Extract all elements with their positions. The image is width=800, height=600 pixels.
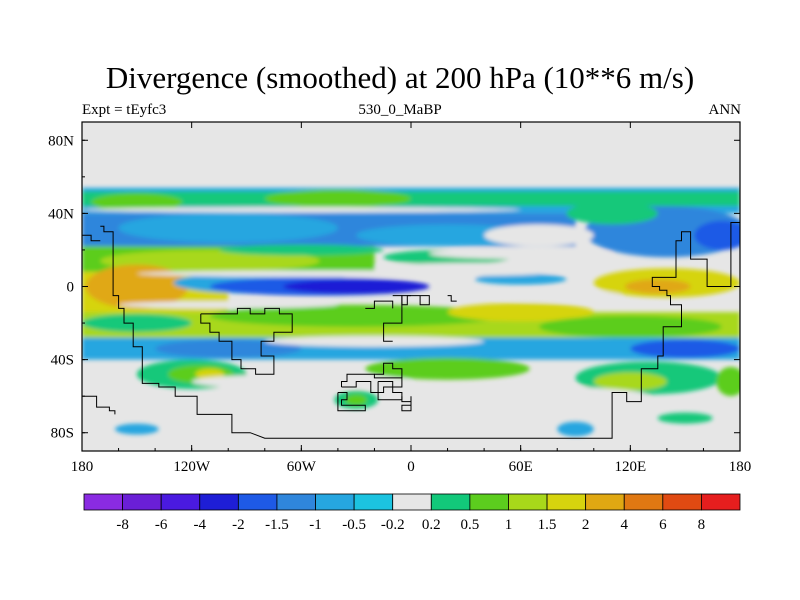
coastline <box>200 307 293 375</box>
colorbar-label: 0.5 <box>461 517 480 533</box>
colorbar-swatch <box>546 493 587 511</box>
contour-field <box>82 187 740 437</box>
y-tick-label: 0 <box>67 280 75 296</box>
contour-band <box>82 313 192 333</box>
colorbar-swatch <box>199 493 239 511</box>
colorbar-swatch <box>83 493 123 511</box>
colorbar-label: -6 <box>155 517 168 533</box>
colorbar-swatch <box>276 493 316 511</box>
y-tick-label: 40S <box>51 353 74 369</box>
contour-band <box>345 394 368 406</box>
colorbar-swatch <box>508 493 548 511</box>
colorbar: -8 -6 -4 -2 -1.5 -1 -0.5 -0.2 0.2 0.5 1 1.5 2 4 6 8 <box>83 493 741 533</box>
colorbar-label: -1.5 <box>265 517 289 533</box>
colorbar-label: -4 <box>194 517 207 533</box>
contour-band <box>474 273 567 285</box>
contour-band <box>85 264 189 309</box>
contour-band <box>593 372 667 391</box>
x-axis: 180 120W 60W 0 60E 120E 180 <box>71 122 752 475</box>
colorbar-swatch <box>662 493 702 511</box>
chart-title: Divergence (smoothed) at 200 hPa (10**6 … <box>105 60 695 95</box>
colorbar-swatch <box>469 493 509 511</box>
coastline <box>341 373 403 393</box>
contour-band <box>694 220 740 250</box>
x-tick-label: 120E <box>614 459 646 475</box>
y-tick-label: 40N <box>48 206 74 222</box>
colorbar-swatch <box>237 493 278 511</box>
colorbar-label: -0.5 <box>342 517 366 533</box>
colorbar-label: -8 <box>116 517 129 533</box>
colorbar-label: 1 <box>505 517 513 533</box>
x-tick-label: 0 <box>407 459 415 475</box>
x-tick-label: 180 <box>71 459 94 475</box>
coastline <box>374 362 403 378</box>
contour-gap <box>429 248 613 260</box>
coastline <box>383 295 411 342</box>
colorbar-label: -0.2 <box>381 517 405 533</box>
contour-band <box>557 421 594 437</box>
colorbar-swatch <box>392 493 432 511</box>
colorbar-label: 0.2 <box>422 517 441 533</box>
coastline <box>365 300 394 309</box>
colorbar-swatch <box>430 493 471 511</box>
contour-gap <box>118 301 338 309</box>
colorbar-swatch <box>315 493 355 511</box>
contour-gap <box>264 335 485 347</box>
contour-band <box>630 339 740 358</box>
colorbar-label: 6 <box>659 517 667 533</box>
colorbar-label: 8 <box>698 517 706 533</box>
contour-gap <box>465 387 649 406</box>
colorbar-swatch <box>701 493 741 511</box>
y-axis: 80N 40N 0 40S 80S <box>48 133 740 442</box>
colorbar-label: -1 <box>309 517 322 533</box>
contour-band <box>114 423 159 435</box>
contour-gap <box>82 206 521 213</box>
contour-band <box>91 193 183 212</box>
contour-band <box>283 279 430 294</box>
period-label: 530_0_MaBP <box>358 102 442 118</box>
y-tick-label: 80N <box>48 133 74 149</box>
contour-band <box>365 357 530 380</box>
contour-band <box>538 315 722 338</box>
colorbar-label: 1.5 <box>538 517 557 533</box>
coastline <box>100 222 740 439</box>
coastline <box>447 295 457 302</box>
colorbar-swatch <box>353 493 394 511</box>
colorbar-label: -2 <box>232 517 245 533</box>
colorbar-label: 2 <box>582 517 590 533</box>
contour-gap <box>484 224 594 247</box>
contour-band <box>264 189 411 208</box>
contour-band <box>566 202 658 225</box>
contour-band <box>716 366 740 397</box>
contour-band <box>118 213 338 243</box>
colorbar-swatch <box>160 493 201 511</box>
field-shapes <box>82 187 740 437</box>
contour-band <box>447 302 594 322</box>
contour-gap <box>374 262 594 274</box>
colorbar-swatch <box>122 493 162 511</box>
y-tick-label: 80S <box>51 426 74 442</box>
coastline <box>401 396 412 412</box>
x-tick-label: 180 <box>729 459 752 475</box>
x-tick-label: 120W <box>173 459 211 475</box>
coastline <box>337 392 366 412</box>
contour-band <box>209 304 503 327</box>
experiment-label: Expt = tEyfc3 <box>82 102 167 118</box>
x-tick-label: 60W <box>287 459 317 475</box>
coastline <box>377 381 403 401</box>
coastlines <box>82 222 740 439</box>
x-tick-label: 60E <box>509 459 533 475</box>
contour-band <box>155 339 302 358</box>
colorbar-swatch <box>585 493 625 511</box>
colorbar-label: 4 <box>620 517 628 533</box>
contour-band <box>657 412 713 424</box>
coastline <box>82 234 101 242</box>
colorbar-swatch <box>623 493 664 511</box>
contour-gap <box>493 290 622 302</box>
contour-band <box>219 244 384 256</box>
coastline <box>82 395 116 415</box>
season-label: ANN <box>708 102 742 118</box>
